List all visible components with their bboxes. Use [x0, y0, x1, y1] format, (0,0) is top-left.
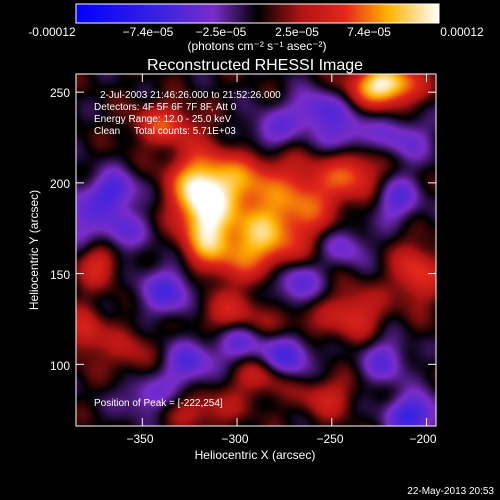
- colorbar-tick-label: 2.5e−05: [275, 25, 319, 39]
- y-axis: 100 150 200 250 Heliocentric Y (arcsec): [27, 86, 70, 373]
- x-tick-label: −350: [126, 432, 153, 446]
- time-range-label: 2-Jul-2003 21:46:26.000 to 21:52:26.000: [100, 90, 281, 101]
- x-tick-label: −250: [316, 432, 343, 446]
- clean-total-counts-label: Clean Total counts: 5.71E+03: [94, 126, 236, 137]
- y-tick-label: 100: [50, 359, 70, 373]
- x-axis: −350 −300 −250 −200 Heliocentric X (arcs…: [126, 432, 436, 462]
- y-axis-title: Heliocentric Y (arcsec): [27, 190, 41, 310]
- colorbar-frame: [75, 3, 440, 24]
- colorbar-tick-label: -0.00012: [28, 25, 76, 39]
- axis-ticks: [76, 74, 436, 426]
- energy-range-label: Energy Range: 12.0 - 25.0 keV: [94, 114, 232, 125]
- colorbar-tick-label: 7.4e−05: [347, 25, 391, 39]
- colorbar-tick-label: −2.5e−05: [196, 25, 247, 39]
- colorbar-unit-label: (photons cm⁻² s⁻¹ asec⁻²): [187, 39, 326, 53]
- colorbar-tick-label: 0.00012: [440, 25, 484, 39]
- heatmap-image: [76, 74, 436, 426]
- plot-frame: [75, 73, 437, 427]
- colorbar-gradient: [76, 4, 439, 23]
- x-tick-label: −200: [409, 432, 436, 446]
- detectors-label: Detectors: 4F 5F 6F 7F 8F, Att 0: [94, 102, 237, 113]
- y-tick-label: 150: [50, 268, 70, 282]
- colorbar: -0.00012 −7.4e−05 −2.5e−05 2.5e−05 7.4e−…: [28, 3, 484, 53]
- x-tick-label: −300: [221, 432, 248, 446]
- peak-position-label: Position of Peak = [-222,254]: [94, 398, 223, 409]
- footer-timestamp: 22-May-2013 20:53: [407, 486, 494, 497]
- chart-title: Reconstructed RHESSI Image: [147, 57, 363, 74]
- y-tick-label: 200: [50, 177, 70, 191]
- x-axis-title: Heliocentric X (arcsec): [195, 448, 316, 462]
- colorbar-tick-label: −7.4e−05: [123, 25, 174, 39]
- y-tick-label: 250: [50, 86, 70, 100]
